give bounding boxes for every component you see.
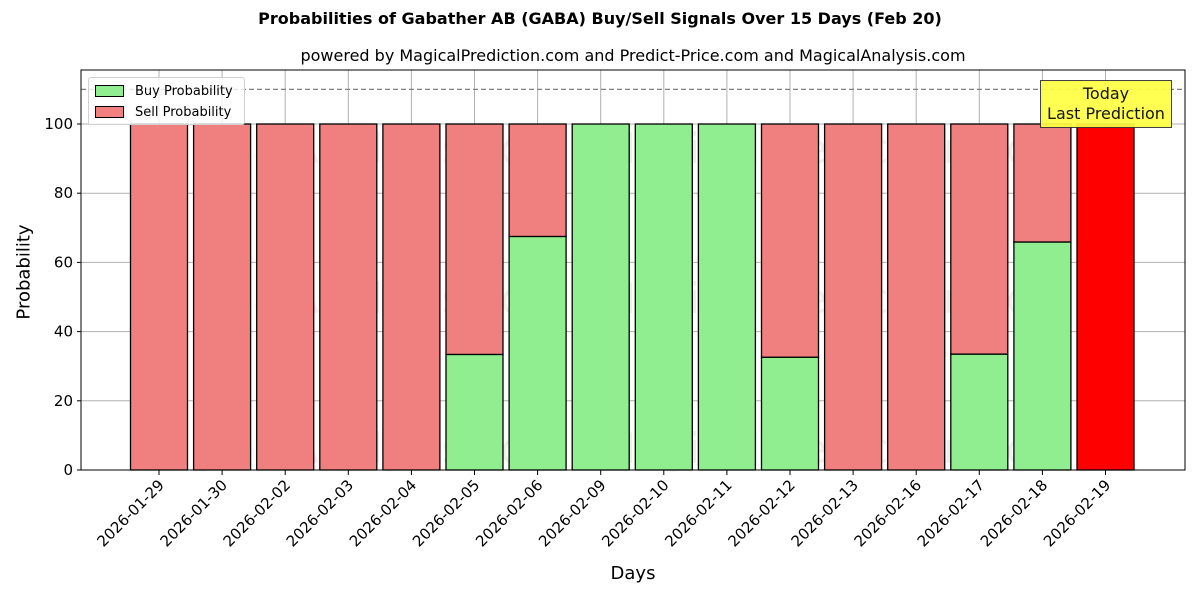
annotation-line-1: Today xyxy=(1082,84,1130,103)
annotation-line-2: Last Prediction xyxy=(1047,104,1165,123)
x-tick-label: 2026-02-19 xyxy=(1040,476,1114,550)
bar-sell xyxy=(823,123,883,471)
legend-swatch-sell xyxy=(95,106,124,118)
x-tick-label: 2026-02-16 xyxy=(851,476,925,550)
bar-sell xyxy=(887,123,946,471)
bar-sell xyxy=(319,123,378,471)
bar-sell xyxy=(445,123,504,356)
x-tick-label: 2026-02-12 xyxy=(724,476,798,550)
x-tick-label: 2026-01-30 xyxy=(157,476,231,550)
x-tick-label: 2026-02-09 xyxy=(535,476,609,550)
x-tick-label: 2026-02-18 xyxy=(977,476,1051,550)
bar-sell xyxy=(950,123,1009,355)
plot-frame xyxy=(80,69,1186,471)
y-tick-label: 80 xyxy=(54,184,73,202)
legend: Buy Probability Sell Probability xyxy=(88,77,245,125)
y-axis-label: Probability xyxy=(13,224,35,320)
x-tick-label: 2026-02-13 xyxy=(788,476,862,550)
bar-sell xyxy=(508,123,567,238)
bar-sell xyxy=(129,123,189,471)
x-axis-label: Days xyxy=(610,563,656,584)
x-tick-label: 2026-02-04 xyxy=(346,476,420,550)
x-tick-label: 2026-02-05 xyxy=(409,476,483,550)
y-tick-label: 0 xyxy=(63,461,73,479)
bar-buy xyxy=(634,123,693,471)
x-tick-label: 2026-02-06 xyxy=(472,476,546,550)
bar-sell xyxy=(256,123,315,471)
bar-buy xyxy=(508,235,567,471)
x-tick-label: 2026-02-10 xyxy=(598,476,672,550)
bar-sell xyxy=(1013,123,1072,243)
bar-sell xyxy=(382,123,441,471)
y-tick-label: 60 xyxy=(54,253,73,271)
x-tick-label: 2026-02-03 xyxy=(283,476,357,550)
legend-label-buy: Buy Probability xyxy=(135,83,233,99)
y-tick-label: 20 xyxy=(54,392,73,410)
x-tick-label: 2026-02-02 xyxy=(220,476,294,550)
x-axis-ticks: 2026-01-292026-01-302026-02-022026-02-03… xyxy=(93,470,1114,550)
x-tick-label: 2026-02-11 xyxy=(661,476,735,550)
bar-buy xyxy=(760,356,820,471)
x-tick-label: 2026-02-17 xyxy=(914,476,988,550)
bar-buy xyxy=(1013,241,1072,471)
bar-buy xyxy=(697,123,757,471)
bar-buy xyxy=(950,353,1009,471)
legend-label-sell: Sell Probability xyxy=(135,104,232,120)
chart-title: Probabilities of Gabather AB (GABA) Buy/… xyxy=(258,9,942,28)
bar-buy xyxy=(445,353,504,471)
bar-series xyxy=(129,123,1135,471)
legend-item-sell: Sell Probability xyxy=(95,104,231,120)
chart-subtitle: powered by MagicalPrediction.com and Pre… xyxy=(300,46,966,65)
legend-swatch-buy xyxy=(95,85,124,97)
x-tick-label: 2026-01-29 xyxy=(93,476,167,550)
bar-sell xyxy=(192,123,252,471)
bar-today xyxy=(1076,123,1135,471)
y-axis-ticks: 0 20 40 60 80 100 xyxy=(44,115,81,479)
bar-sell xyxy=(760,123,820,358)
today-annotation: Today Last Prediction xyxy=(1040,80,1172,128)
y-tick-label: 100 xyxy=(44,115,73,133)
legend-item-buy: Buy Probability xyxy=(95,83,233,99)
y-tick-label: 40 xyxy=(54,323,73,341)
bar-buy xyxy=(571,123,630,471)
